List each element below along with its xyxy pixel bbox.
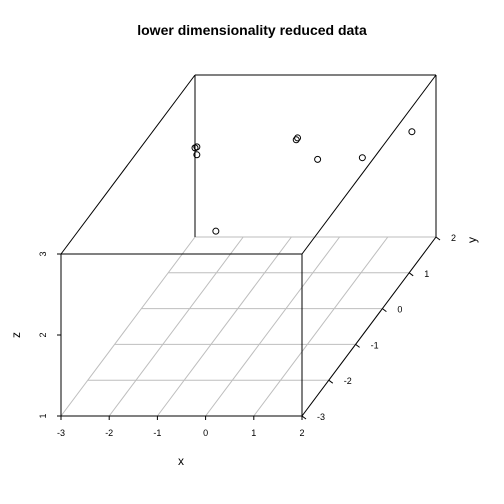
y-tick-label: 1 xyxy=(424,269,429,279)
data-points xyxy=(191,128,416,235)
z-tick-label: 3 xyxy=(38,251,48,256)
data-point xyxy=(193,151,201,159)
y-tick-mark xyxy=(355,343,360,348)
chart-title: lower dimensionality reduced data xyxy=(137,22,367,38)
y-tick-mark xyxy=(408,272,414,277)
y-tick-mark xyxy=(435,236,441,241)
bounding-box xyxy=(60,74,437,417)
grid-line-x xyxy=(156,236,292,417)
data-point xyxy=(193,143,201,151)
data-point xyxy=(294,134,302,142)
grid-line-x xyxy=(205,236,341,417)
y-tick-mark xyxy=(382,308,387,313)
y-tick-label: -2 xyxy=(344,376,352,386)
data-point xyxy=(314,155,322,163)
grid-line-x xyxy=(253,236,389,417)
y-tick-label: -3 xyxy=(317,412,325,422)
z-tick-label: 2 xyxy=(38,332,48,337)
y-tick-label: -1 xyxy=(371,340,379,350)
data-point xyxy=(408,128,416,136)
z-axis-label: z xyxy=(9,332,23,338)
x-tick-label: 2 xyxy=(299,428,304,438)
grid-line-x xyxy=(60,236,196,417)
box-edge xyxy=(301,74,437,255)
data-point xyxy=(292,136,300,144)
x-tick-label: -1 xyxy=(153,428,161,438)
box-edge xyxy=(60,74,196,255)
data-point xyxy=(358,154,366,162)
x-tick-label: -3 xyxy=(57,428,65,438)
data-point xyxy=(212,227,220,235)
y-tick-label: 2 xyxy=(451,233,456,243)
box-edge xyxy=(301,236,437,417)
y-tick-mark xyxy=(301,415,307,420)
y-tick-label: 0 xyxy=(397,305,402,315)
x-tick-label: 1 xyxy=(251,428,256,438)
x-tick-label: 0 xyxy=(203,428,208,438)
x-axis-label: x xyxy=(178,454,184,468)
z-tick-label: 1 xyxy=(38,413,48,418)
y-tick-mark xyxy=(328,379,334,384)
floor-grid xyxy=(60,236,437,417)
x-tick-label: -2 xyxy=(105,428,113,438)
grid-line-x xyxy=(108,236,244,417)
y-axis-label: y xyxy=(465,237,479,243)
axis-ticks: -3 -2 -1 0 1 2 -3 -2 -1 0 1 2 1 2 3 xyxy=(38,233,456,438)
